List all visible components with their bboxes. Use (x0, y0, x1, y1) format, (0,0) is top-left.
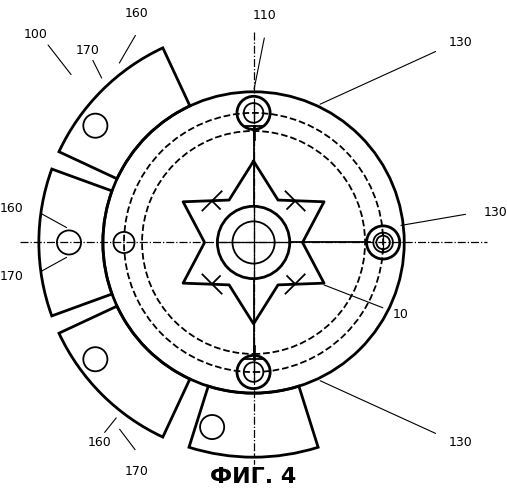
Text: 100: 100 (24, 28, 48, 41)
Text: ФИГ. 4: ФИГ. 4 (210, 468, 297, 487)
Text: 130: 130 (483, 206, 507, 219)
Text: 10: 10 (392, 308, 409, 320)
Text: 170: 170 (76, 44, 100, 57)
Text: 160: 160 (0, 202, 24, 215)
Text: 130: 130 (449, 436, 473, 448)
Text: 170: 170 (125, 464, 149, 477)
Text: 130: 130 (449, 36, 473, 50)
Text: 160: 160 (125, 7, 149, 20)
Text: 170: 170 (0, 270, 24, 283)
Text: 110: 110 (253, 10, 277, 22)
Text: 160: 160 (87, 436, 111, 448)
